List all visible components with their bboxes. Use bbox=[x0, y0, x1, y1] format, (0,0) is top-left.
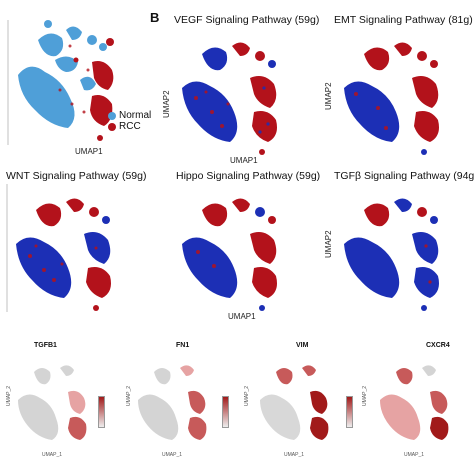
umap-normal-vs-rcc bbox=[7, 20, 114, 145]
gene-xlabel-tgfb1: UMAP_1 bbox=[42, 452, 63, 458]
gene-panel-tgfb1: TGFB1 UMAP_2 UMAP_1 bbox=[2, 340, 117, 470]
pathway-ylabel-emt: UMAP2 bbox=[324, 82, 333, 110]
gene-ylabel-cxcr4: UMAP_2 bbox=[362, 385, 368, 406]
pathway-ylabel-vegf: UMAP2 bbox=[162, 90, 171, 118]
panel-a-xlabel: UMAP1 bbox=[75, 147, 103, 156]
legend-label-rcc: RCC bbox=[119, 121, 141, 132]
legend-item-rcc: RCC bbox=[108, 121, 151, 132]
legend-label-normal: Normal bbox=[119, 110, 152, 121]
gene-xlabel-fn1: UMAP_1 bbox=[162, 452, 183, 458]
pathway-panel-vegf: VEGF Signaling Pathway (59g) UMAP2 UMAP1 bbox=[160, 10, 319, 165]
umap-hippo bbox=[182, 198, 277, 311]
panel-a-legend: Normal RCC bbox=[108, 110, 151, 132]
gene-title-cxcr4: CXCR4 bbox=[426, 342, 450, 349]
gene-title-vim: VIM bbox=[296, 342, 309, 349]
panel-a: UMAP1 Normal RCC bbox=[0, 0, 151, 160]
pathway-title-wnt: WNT Signaling Pathway (59g) bbox=[6, 170, 147, 182]
umap-wnt bbox=[6, 184, 111, 312]
legend-dot-normal bbox=[108, 111, 116, 120]
feature-plot-tgfb1 bbox=[18, 365, 87, 440]
pathway-panel-wnt: WNT Signaling Pathway (59g) bbox=[0, 166, 160, 316]
colorbar-vim bbox=[346, 396, 353, 428]
legend-dot-rcc bbox=[108, 122, 116, 131]
panel-b-letter: B bbox=[150, 10, 160, 25]
pathway-xlabel-hippo: UMAP1 bbox=[228, 312, 256, 321]
pathway-panel-hippo: Hippo Signaling Pathway (59g) UMAP1 bbox=[160, 166, 321, 321]
gene-panel-cxcr4: CXCR4 UMAP_2 UMAP_1 bbox=[356, 340, 474, 470]
pathway-ylabel-tgfb: UMAP2 bbox=[324, 230, 333, 258]
gene-title-fn1: FN1 bbox=[176, 342, 190, 349]
gene-title-tgfb1: TGFB1 bbox=[34, 342, 57, 349]
umap-vegf bbox=[182, 42, 277, 155]
legend-item-normal: Normal bbox=[108, 110, 151, 121]
pathway-panel-tgfb: TGFβ Signaling Pathway (94g) UMAP2 bbox=[322, 166, 474, 316]
feature-plot-fn1 bbox=[138, 365, 207, 440]
pathway-panel-emt: EMT Signaling Pathway (81g) UMAP2 bbox=[322, 10, 474, 160]
gene-ylabel-vim: UMAP_2 bbox=[244, 385, 250, 406]
colorbar-fn1 bbox=[222, 396, 229, 428]
pathway-title-emt: EMT Signaling Pathway (81g) bbox=[334, 14, 473, 26]
feature-plot-vim bbox=[260, 365, 329, 440]
umap-tgfb bbox=[344, 198, 439, 311]
pathway-title-hippo: Hippo Signaling Pathway (59g) bbox=[176, 170, 321, 182]
gene-xlabel-vim: UMAP_1 bbox=[284, 452, 305, 458]
pathway-title-tgfb: TGFβ Signaling Pathway (94g) bbox=[334, 170, 474, 182]
gene-panel-fn1: FN1 UMAP_2 UMAP_1 bbox=[122, 340, 237, 470]
feature-plot-cxcr4 bbox=[380, 365, 449, 440]
pathway-xlabel-vegf: UMAP1 bbox=[230, 156, 258, 165]
gene-panel-vim: VIM UMAP_2 UMAP_1 bbox=[240, 340, 355, 470]
umap-emt bbox=[344, 42, 439, 155]
gene-xlabel-cxcr4: UMAP_1 bbox=[404, 452, 425, 458]
colorbar-tgfb1 bbox=[98, 396, 105, 428]
pathway-title-vegf: VEGF Signaling Pathway (59g) bbox=[174, 14, 320, 26]
